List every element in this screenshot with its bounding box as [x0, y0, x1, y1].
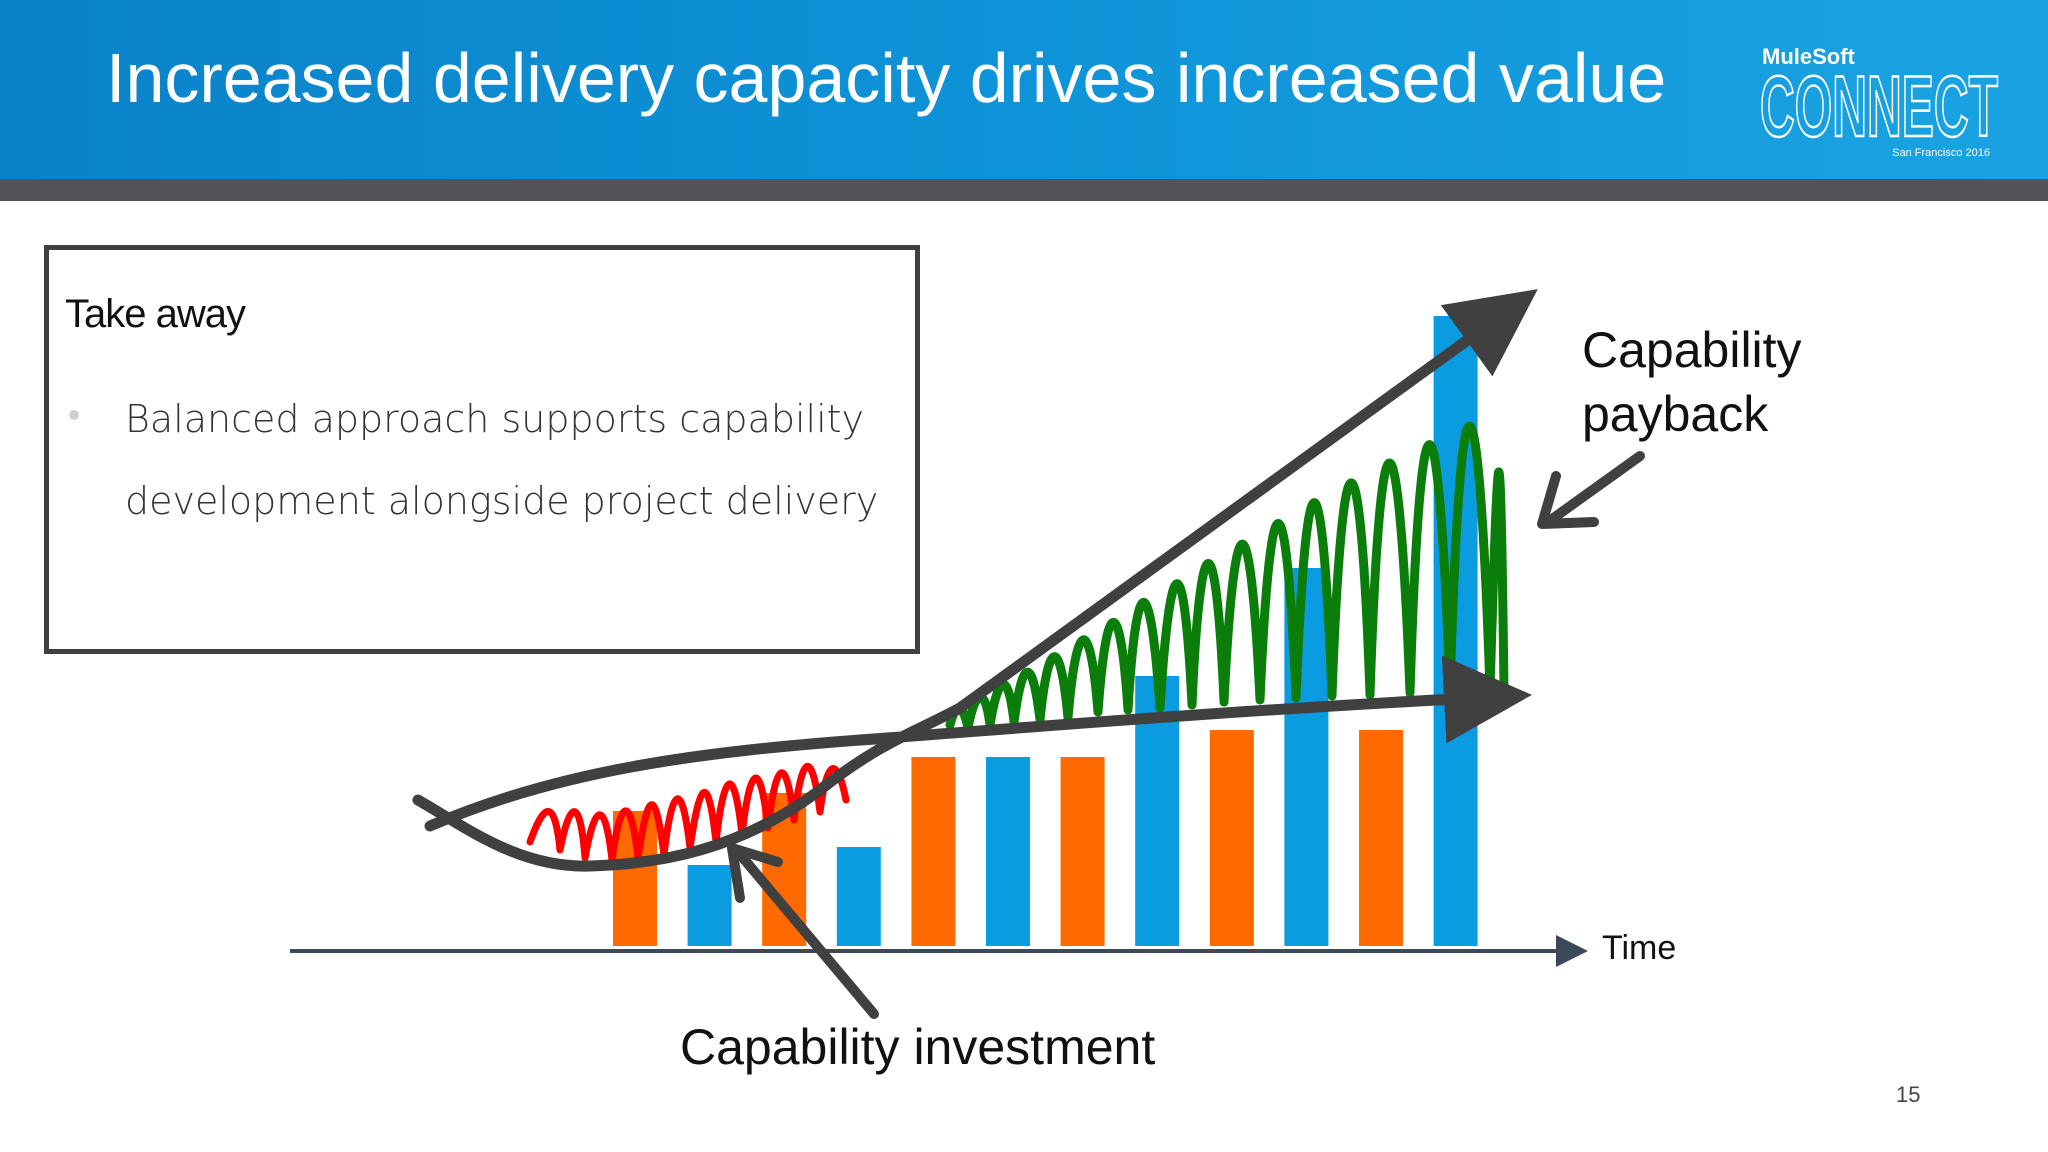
time-axis-label: Time	[1602, 929, 1677, 967]
capability-payback-label: Capability payback	[1582, 318, 1822, 446]
bar-2	[687, 865, 732, 946]
bullet-icon	[69, 410, 79, 420]
bar-6	[986, 757, 1030, 946]
bar-5	[911, 757, 956, 946]
bar-9	[1209, 730, 1254, 946]
logo-product-text: CONNECT	[1760, 59, 1998, 155]
logo-event-text: San Francisco 2016	[1892, 147, 1990, 159]
capability-investment-label: Capability investment	[680, 1019, 1156, 1075]
bar-11	[1359, 730, 1403, 946]
takeaway-bullet: Balanced approach supports capability de…	[125, 397, 879, 523]
takeaway-box: Take away Balanced approach supports cap…	[44, 245, 920, 654]
payback-pointer-arrow	[1537, 451, 1645, 529]
capability-payback-text: Capability payback	[1582, 322, 1802, 442]
bar-7	[1060, 757, 1105, 946]
page-number: 15	[1896, 1082, 1921, 1107]
baseline-curve	[424, 655, 1532, 832]
header-divider-band	[0, 179, 2048, 201]
bar-4	[836, 847, 881, 946]
logo-brand-text: MuleSoft	[1762, 44, 1856, 69]
slide-title: Increased delivery capacity drives incre…	[106, 39, 1667, 117]
takeaway-title: Take away	[65, 292, 246, 336]
mulesoft-connect-logo: MuleSoft CONNECT San Francisco 2016	[1759, 44, 2000, 159]
slide-header: Increased delivery capacity drives incre…	[0, 0, 2048, 179]
investment-pointer-arrow	[727, 843, 879, 1019]
payback-scribble	[945, 421, 1509, 733]
